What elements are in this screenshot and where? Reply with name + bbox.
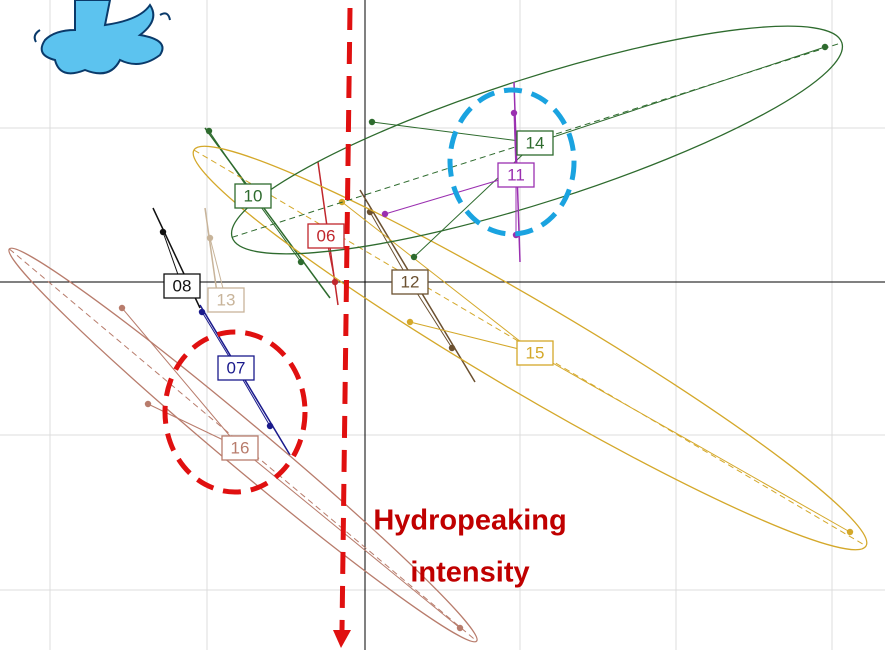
group-label: 16 xyxy=(231,438,250,457)
group-label: 06 xyxy=(317,226,336,245)
star-segment xyxy=(413,142,536,258)
group-label: 14 xyxy=(526,133,545,152)
star-segment xyxy=(534,46,826,144)
star-segment xyxy=(121,307,241,449)
label-box xyxy=(221,435,259,461)
point xyxy=(205,127,213,135)
point xyxy=(159,228,167,236)
point xyxy=(510,109,518,117)
drop xyxy=(33,29,41,43)
point xyxy=(821,43,829,51)
star-segment xyxy=(384,174,517,215)
splash-icon xyxy=(33,0,171,75)
group-spine xyxy=(204,207,219,301)
group-label: 07 xyxy=(227,358,246,377)
point xyxy=(381,210,389,218)
annotation: Hydropeaking xyxy=(373,505,566,537)
star-segment xyxy=(341,201,536,354)
splash xyxy=(40,0,164,75)
star-segment xyxy=(534,352,851,533)
label-box xyxy=(217,355,255,381)
label-box xyxy=(163,273,201,299)
annotation: intensity xyxy=(410,557,529,589)
point xyxy=(144,400,152,408)
label-box xyxy=(516,340,554,366)
label-box xyxy=(391,269,429,295)
star-segment xyxy=(409,321,536,354)
star-segment xyxy=(239,447,461,629)
point xyxy=(406,318,414,326)
label-box xyxy=(516,130,554,156)
label-box xyxy=(307,223,345,249)
group-label: 15 xyxy=(526,343,545,362)
label-box xyxy=(207,287,245,313)
group-label: 10 xyxy=(244,186,263,205)
group-label: 13 xyxy=(217,290,236,309)
label-box xyxy=(497,162,535,188)
point xyxy=(368,118,376,126)
group-ellipse xyxy=(230,25,844,255)
drop xyxy=(159,12,171,21)
highlight-circle xyxy=(447,87,577,237)
group-label: 11 xyxy=(507,165,525,184)
arrow-head xyxy=(333,630,351,648)
label-box xyxy=(234,183,272,209)
point xyxy=(410,253,418,261)
point xyxy=(198,308,206,316)
group-label: 12 xyxy=(401,272,420,291)
point xyxy=(456,624,464,632)
point xyxy=(448,344,456,352)
point xyxy=(266,422,274,430)
group-label: 08 xyxy=(173,276,192,295)
highlight-circle xyxy=(162,329,308,495)
point xyxy=(331,278,339,286)
arrow xyxy=(339,7,353,631)
point xyxy=(206,234,214,242)
point xyxy=(846,528,854,536)
point xyxy=(118,304,126,312)
point xyxy=(297,258,305,266)
